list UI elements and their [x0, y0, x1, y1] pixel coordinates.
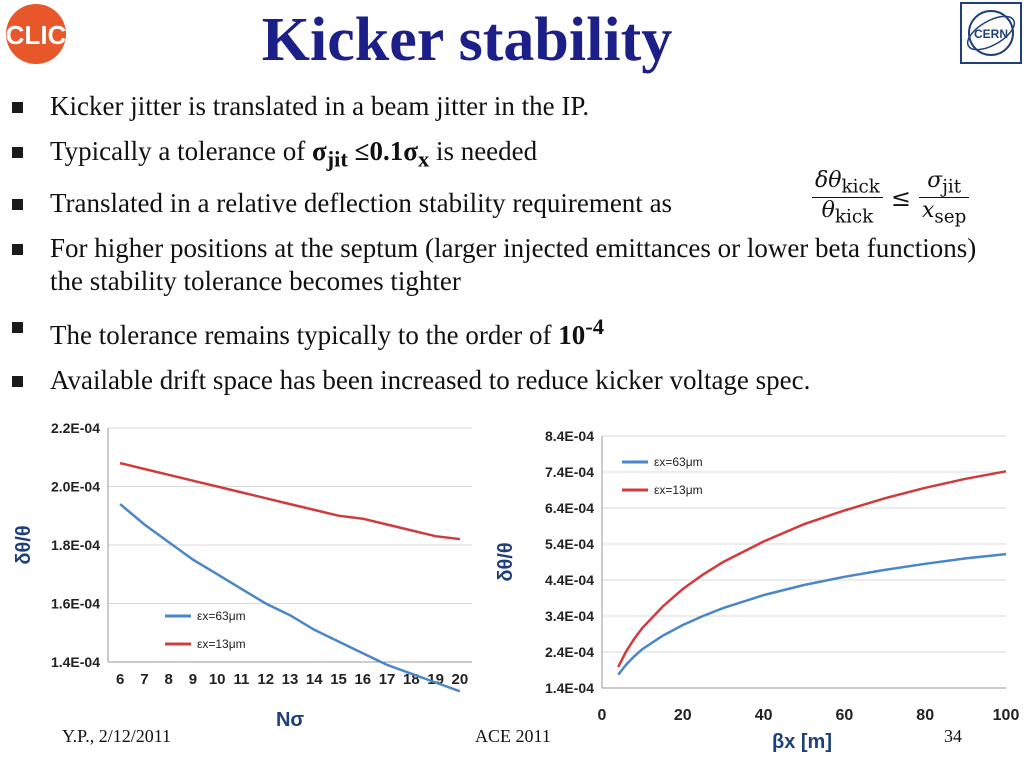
x-axis-label: Nσ [276, 709, 304, 731]
formula-left-fraction: δθkick θkick [812, 168, 883, 228]
x-tick-label: 11 [234, 671, 250, 688]
y-tick-label: 8.4E-04 [545, 428, 594, 444]
slide-title: Kicker stability [261, 6, 673, 74]
y-tick-label: 1.4E-04 [51, 654, 100, 670]
series-line [617, 552, 1007, 676]
bullet-square-icon [12, 322, 23, 334]
bullet-square-icon [12, 199, 23, 211]
x-tick-label: 13 [282, 671, 299, 688]
bullet-text: is needed [429, 136, 538, 166]
bullet-text: For higher positions at the septum (larg… [50, 233, 977, 297]
y-tick-label: 3.4E-04 [545, 608, 594, 624]
x-tick-label: 100 [993, 707, 1020, 724]
x-tick-label: 16 [354, 671, 371, 688]
x-tick-label: 9 [189, 671, 197, 688]
y-tick-label: 4.4E-04 [545, 572, 594, 588]
cern-logo-text: CERN [974, 27, 1008, 41]
x-tick-label: 7 [140, 671, 148, 688]
y-tick-label: 1.4E-04 [545, 680, 594, 696]
footer-event: ACE 2011 [475, 726, 551, 746]
x-tick-label: 10 [209, 671, 226, 688]
legend-label: εx=13μm [197, 637, 246, 651]
series-line [119, 461, 461, 541]
bullet-text: The tolerance remains typically to the o… [50, 320, 559, 351]
clic-logo: CLIC [6, 4, 67, 64]
y-tick-label: 7.4E-04 [545, 464, 594, 480]
y-tick-label: 6.4E-04 [545, 500, 594, 516]
cern-logo: CERN [960, 2, 1022, 64]
bullet-square-icon [12, 244, 23, 256]
x-tick-label: 20 [674, 707, 692, 724]
chart-betax: 8.4E-04 7.4E-04 6.4E-04 5.4E-04 4.4E-04 3.4E-… [495, 428, 1020, 753]
footer-author-date: Y.P., 2/12/2011 [62, 726, 172, 746]
y-tick-label: 2.4E-04 [545, 644, 594, 660]
stability-formula: δθkick θkick ≤ σjit xsep [812, 168, 970, 228]
y-tick-label: 2.0E-04 [51, 479, 100, 495]
x-tick-label: 8 [164, 671, 172, 688]
x-tick-label: 17 [379, 671, 396, 688]
legend-label: εx=63μm [654, 455, 703, 469]
y-tick-label: 1.8E-04 [51, 537, 100, 553]
y-tick-label: 5.4E-04 [545, 536, 594, 552]
bullet-item: The tolerance remains typically to the o… [0, 310, 1010, 352]
bullet-text: Translated in a relative deflection stab… [50, 188, 673, 219]
bullet-item: Available drift space has been increased… [0, 364, 1010, 397]
legend-label: εx=63μm [197, 609, 246, 623]
y-tick-label: 2.2E-04 [51, 420, 100, 436]
x-tick-label: 14 [306, 671, 323, 688]
bullet-square-icon [12, 147, 23, 158]
formula-right-fraction: σjit xsep [918, 168, 970, 228]
x-tick-label: 60 [836, 707, 854, 724]
x-tick-label: 15 [330, 671, 347, 688]
x-axis-label: βx [m] [772, 731, 832, 753]
bullet-item: Kicker jitter is translated in a beam ji… [0, 90, 1010, 123]
series-line [617, 470, 1007, 668]
series-line [119, 503, 461, 693]
bullet-square-icon [12, 102, 23, 113]
bullet-square-icon [12, 376, 23, 388]
sigma-jit-math: σjit ≤0.1σx [311, 136, 430, 172]
bullet-item: Typically a tolerance of σjit ≤0.1σx is … [0, 135, 1010, 175]
formula-relation: ≤ [890, 183, 911, 212]
bullet-text: Available drift space has been increased… [50, 365, 811, 396]
bullet-text: Typically a tolerance of [50, 136, 312, 166]
footer-page-number: 34 [944, 726, 962, 746]
bullet-text: Kicker jitter is translated in a beam ji… [50, 91, 590, 121]
x-tick-label: 20 [452, 671, 469, 688]
clic-logo-text: CLIC [6, 20, 67, 50]
y-axis-label: δθ/θ [13, 525, 35, 564]
y-tick-label: 1.6E-04 [51, 596, 100, 612]
bullet-item: For higher positions at the septum (larg… [0, 232, 1010, 298]
x-tick-label: 6 [116, 671, 124, 688]
y-axis-label: δθ/θ [495, 542, 517, 581]
bullet-list: Kicker jitter is translated in a beam ji… [0, 90, 1010, 397]
legend-label: εx=13μm [654, 483, 703, 497]
x-tick-label: 0 [598, 707, 607, 724]
x-tick-label: 80 [916, 707, 934, 724]
tolerance-value: 10-4 [558, 314, 605, 351]
bullet-item: Translated in a relative deflection stab… [0, 187, 1010, 220]
chart-nsigma: 2.2E-042.0E-041.8E-041.6E-041.4E-046 7 8 9 1… [13, 420, 472, 731]
x-tick-label: 12 [257, 671, 274, 688]
x-tick-label: 40 [755, 707, 773, 724]
